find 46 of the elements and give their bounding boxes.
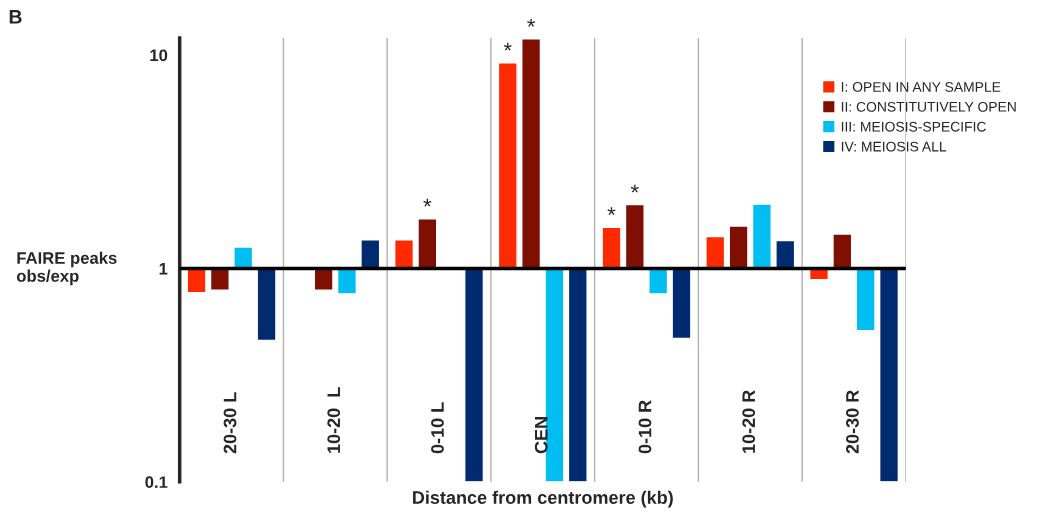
bar	[832, 233, 853, 270]
y-tick-label: 0.1	[145, 476, 168, 489]
bar	[417, 217, 438, 270]
bar	[855, 267, 876, 332]
bar	[313, 267, 334, 291]
x-tick-label: 10-20 R	[742, 390, 756, 453]
bar	[751, 203, 772, 270]
bar	[601, 226, 622, 270]
bar	[186, 267, 207, 294]
y-tick-label: 10	[150, 49, 168, 62]
annotation: *	[607, 207, 616, 216]
bar	[393, 239, 415, 270]
bar	[256, 267, 277, 342]
x-axis-title: Distance from centromere (kb)	[413, 490, 673, 508]
x-tick-label: 0-10 R	[638, 400, 652, 454]
bar	[209, 267, 230, 291]
bar	[464, 267, 485, 482]
bar	[728, 225, 749, 270]
bar	[775, 239, 796, 270]
x-tick-label: 0-10 L	[431, 402, 444, 454]
bar	[567, 267, 588, 482]
legend-label: I: OPEN IN ANY SAMPLE	[841, 82, 1001, 92]
bar	[336, 267, 357, 295]
annotation: *	[630, 184, 639, 193]
bar	[497, 62, 518, 270]
x-tick-label: CEN	[534, 417, 548, 454]
x-tick-label: 20-30 L	[223, 392, 237, 454]
bar	[521, 38, 542, 270]
bar	[671, 267, 692, 340]
legend-label: II: CONSTITUTIVELY OPEN	[841, 101, 1016, 112]
annotation: *	[527, 18, 536, 27]
y-tick-label: 1	[159, 262, 168, 275]
legend-label: III: MEIOSIS-SPECIFIC	[841, 121, 986, 132]
annotation: *	[423, 198, 432, 207]
bar	[624, 203, 645, 270]
bar	[705, 235, 726, 270]
x-tick-label: 10-20 L	[327, 387, 341, 453]
y-axis-title: FAIRE peaks obs/exp	[16, 251, 117, 286]
bar	[360, 239, 381, 270]
bar	[878, 267, 900, 482]
annotation: *	[503, 42, 512, 51]
bar	[648, 267, 669, 295]
legend-label: IV: MEIOSIS ALL	[841, 141, 947, 152]
x-tick-label: 20-30 R	[846, 390, 859, 454]
bar	[233, 246, 254, 270]
text: B	[9, 10, 22, 24]
